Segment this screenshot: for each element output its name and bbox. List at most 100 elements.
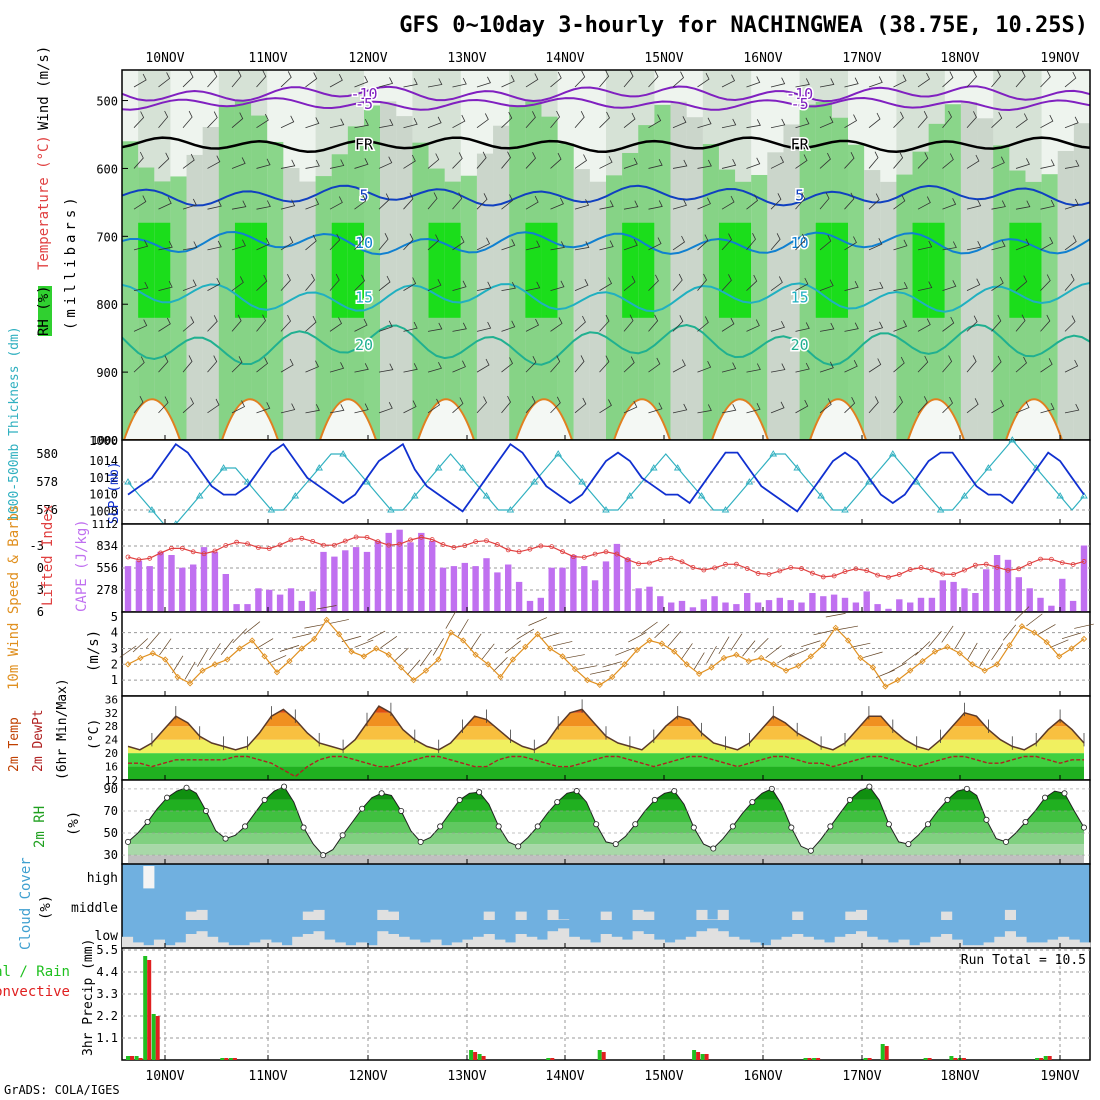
wind-barb	[795, 399, 809, 414]
wind10-barb	[1061, 632, 1082, 640]
wind10-label: 10m Wind Speed & Barbs	[6, 505, 22, 690]
wind10-barb	[825, 613, 846, 618]
rh-label: RH (%)	[36, 285, 52, 336]
wind10-barb	[888, 662, 907, 673]
wind-barb	[893, 320, 908, 332]
wind-barb	[403, 400, 417, 414]
wind-barb	[231, 157, 246, 169]
rh2m-marker	[866, 783, 873, 790]
wind-barb	[207, 355, 218, 373]
wind-barb	[991, 240, 1006, 251]
lifted-index-marker	[549, 544, 555, 550]
cape-bar	[841, 597, 849, 612]
cloud-low-bar	[324, 939, 336, 948]
precip-total-bar	[151, 1014, 156, 1060]
wind10-barb	[941, 625, 954, 643]
cloud-low-bar	[494, 939, 506, 948]
wind-barb	[256, 200, 271, 210]
cloud-low-bar	[249, 942, 261, 948]
wind-barb	[868, 238, 883, 251]
wind-barb	[550, 280, 565, 292]
cloud-low-bar	[473, 936, 485, 948]
wind-barb	[991, 276, 1004, 291]
wind10-barb	[813, 630, 834, 636]
wind-barb	[966, 199, 982, 210]
wind10-marker	[832, 624, 839, 631]
wind-barb	[550, 71, 562, 88]
lifted-index-marker	[755, 571, 761, 576]
precip-tick: 5.5	[96, 943, 118, 957]
wind10-barb	[445, 611, 457, 629]
contour-line	[122, 323, 1090, 367]
wind10-barb	[789, 648, 808, 658]
lifted-index-marker	[907, 567, 913, 572]
wind-barb	[452, 152, 463, 169]
wind10-marker	[422, 667, 430, 674]
wind-barb	[280, 115, 295, 129]
wind10-barb	[680, 643, 693, 661]
lifted-index-marker	[831, 573, 837, 579]
lifted-index-marker	[875, 572, 880, 578]
wind-barb	[354, 274, 365, 291]
day-label-top: 13NOV	[447, 51, 486, 66]
lifted-index-marker	[201, 551, 207, 557]
precip-total-bar	[1035, 1058, 1040, 1060]
wind10-marker	[658, 640, 666, 647]
wind10-marker	[944, 643, 951, 651]
rh2m-marker	[632, 821, 639, 828]
wind10-marker	[683, 661, 690, 668]
wind-barb	[256, 314, 266, 332]
lifted-index-marker	[581, 554, 587, 560]
cape-bar	[1015, 577, 1022, 612]
cloud-low-bar	[515, 934, 527, 948]
wind10-barb	[493, 656, 508, 672]
wind10-barb	[552, 641, 573, 647]
lifted-index-marker	[701, 567, 707, 573]
cloud-low-bar	[260, 939, 272, 948]
wind-barb	[819, 152, 831, 169]
thickness-marker	[387, 506, 395, 513]
rh2m-marker	[827, 823, 834, 830]
lifted-index-marker	[625, 557, 631, 563]
thickness-marker	[458, 464, 467, 471]
thickness-marker	[506, 506, 515, 513]
wind-barb	[427, 322, 443, 332]
thickness-marker	[1008, 436, 1017, 443]
cape-bar	[602, 561, 610, 612]
wind-barb	[1089, 371, 1090, 373]
wind10-barb	[615, 647, 635, 656]
precip-conv-bar	[816, 1058, 821, 1060]
wind-barb	[917, 152, 929, 169]
wind-barb	[329, 159, 345, 169]
wind-barb	[819, 322, 835, 332]
wind-barb	[795, 233, 806, 251]
thickness-marker	[267, 506, 276, 513]
cloud-mid-bar	[941, 911, 953, 920]
wind-barb	[1015, 158, 1030, 169]
contour-label: FR	[355, 136, 374, 154]
wind10-marker	[335, 631, 343, 638]
wind-barb	[550, 317, 563, 332]
wind10-marker	[1031, 629, 1038, 636]
thickness-marker	[411, 492, 419, 499]
cape-bar	[678, 600, 686, 612]
wind-barb	[893, 151, 904, 169]
cape-bar	[494, 572, 501, 612]
cloud-low-bar	[504, 942, 516, 948]
wind10-barb	[457, 619, 469, 637]
lifted-index-marker	[364, 534, 370, 540]
cloud-mid-bar	[302, 911, 314, 920]
cloud-low-bar	[802, 936, 814, 948]
temperature-line	[127, 705, 1085, 751]
wind-barb	[1040, 70, 1051, 88]
rh2m-tick: 70	[104, 804, 118, 818]
wind-barb	[868, 193, 880, 210]
day-label-top: 16NOV	[743, 51, 782, 66]
wind10-speed-line	[127, 618, 1085, 688]
wind10-marker	[571, 665, 579, 673]
wind-barb	[599, 355, 610, 373]
cloud-low-bar	[1015, 936, 1027, 948]
dewpoint-label: 2m DewPt	[31, 709, 46, 772]
cape-bar	[331, 556, 338, 612]
wind-barb	[623, 200, 639, 210]
